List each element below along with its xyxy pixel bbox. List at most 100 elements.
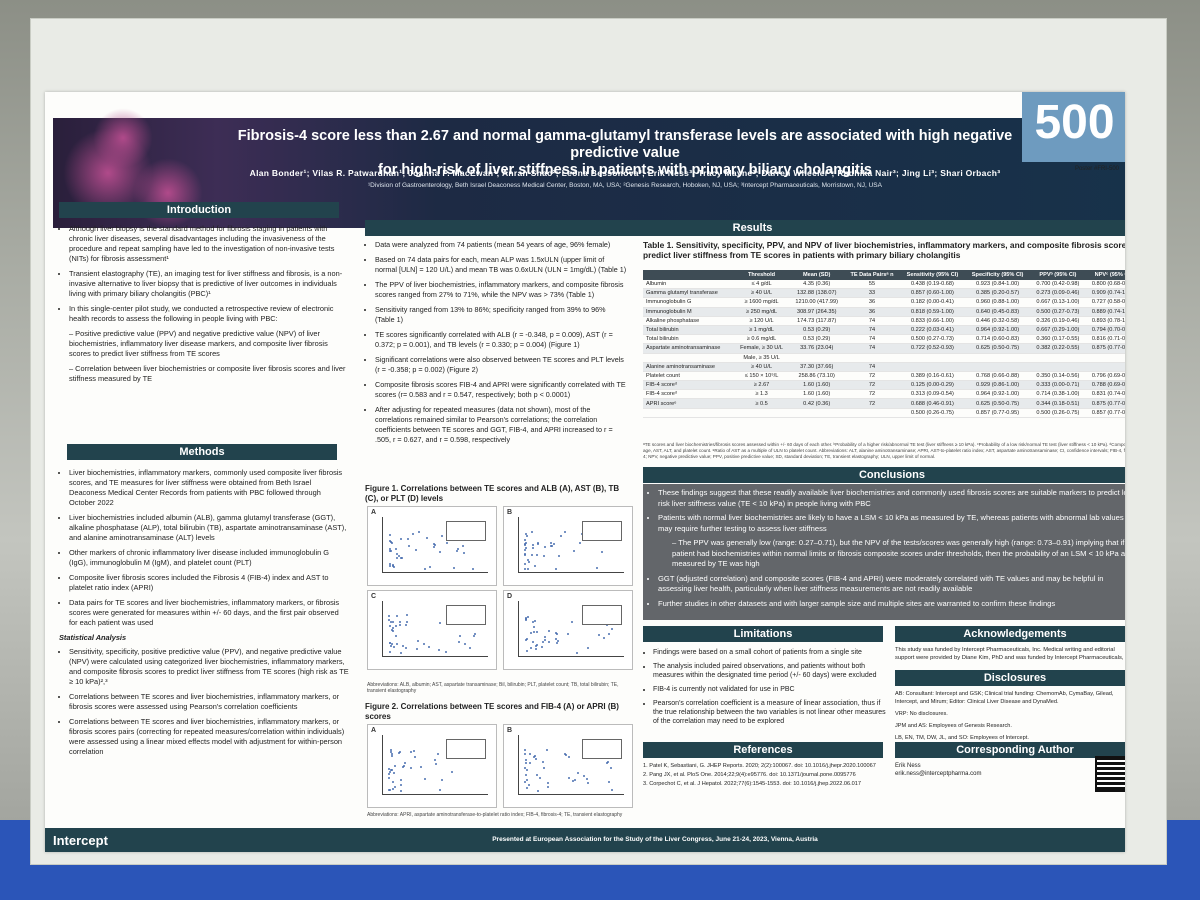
results-table: Threshold Mean (SD) TE Data Pairsᵃ n Sensit… bbox=[643, 270, 1125, 418]
scatter-point bbox=[575, 652, 578, 655]
scatter-point bbox=[524, 542, 527, 545]
table-header-cell: Specificity (95% CI) bbox=[965, 270, 1031, 280]
table-cell: 0.818 (0.59-1.00) bbox=[899, 307, 966, 317]
scatter-point bbox=[391, 642, 394, 645]
scatter-point bbox=[525, 617, 528, 620]
scatter-point bbox=[524, 780, 527, 783]
scatter-point bbox=[425, 537, 428, 540]
scatter-point bbox=[445, 650, 448, 653]
table-cell: 174.73 (117.87) bbox=[789, 316, 845, 326]
scatter-point bbox=[545, 749, 548, 752]
scatter-point bbox=[531, 546, 534, 549]
reference-item: 1. Patel K, Sebastiani, G. JHEP Reports.… bbox=[643, 763, 876, 769]
scatter-point bbox=[438, 789, 441, 792]
scatter-point bbox=[531, 530, 534, 533]
table-row: APRI scoreᵉ ≥ 0.5 0.42 (0.36) 72 0.688 (0.46… bbox=[643, 398, 1125, 409]
scatter-point bbox=[390, 549, 393, 552]
table-row: Immunoglobulin G ≥ 1600 mg/dL 1210.00 (417… bbox=[643, 297, 1125, 308]
scatter-point bbox=[423, 567, 426, 570]
scatter-point bbox=[535, 554, 538, 557]
list-item: Although liver biopsy is the standard me… bbox=[69, 224, 349, 264]
table-cell: 0.889 (0.74-1.00) bbox=[1085, 307, 1125, 317]
scatter-point bbox=[556, 641, 559, 644]
scatter-point bbox=[388, 548, 391, 551]
table-cell: ≥ 1600 mg/dL bbox=[733, 297, 790, 308]
statistical-analysis-heading: Statistical Analysis bbox=[59, 633, 127, 642]
table-row: Total bilirubin ≥ 0.6 mg/dL 0.53 (0.29) 74 0… bbox=[643, 334, 1125, 345]
table-row: Male, ≥ 35 U/L bbox=[643, 353, 1125, 363]
scatter-point bbox=[533, 619, 536, 622]
decorative-cells bbox=[93, 108, 153, 168]
scatter-point bbox=[388, 642, 391, 645]
disclosure-item: LB, EN, TM, DW, JL, and SO: Employees of… bbox=[895, 735, 1029, 741]
scatter-point bbox=[394, 634, 397, 637]
table-cell: 0.700 (0.42-0.98) bbox=[1030, 280, 1086, 290]
scatter-point bbox=[407, 537, 410, 540]
table-cell: Gamma glutamyl transferase bbox=[643, 288, 734, 299]
list-item: GGT (adjusted correlation) and composite… bbox=[658, 574, 1125, 595]
table-cell: 0.500 (0.26-0.75) bbox=[899, 408, 966, 418]
disclosures-body: AB: Consultant: Intercept and GSK; Clini… bbox=[895, 690, 1125, 742]
table-cell bbox=[899, 362, 966, 372]
scatter-point bbox=[399, 623, 402, 626]
scatter-point bbox=[473, 633, 476, 636]
figure-1-caption: Figure 1. Correlations between TE scores… bbox=[365, 484, 620, 503]
scatter-point bbox=[392, 781, 395, 784]
scatter-point bbox=[391, 754, 394, 757]
list-item: Correlations between TE scores and liver… bbox=[69, 692, 349, 712]
title-line-1: Fibrosis-4 score less than 2.67 and norm… bbox=[237, 128, 1013, 161]
table-cell: 0.857 (0.77-0.95) bbox=[965, 408, 1031, 418]
scatter-point bbox=[526, 637, 529, 640]
scatter-point bbox=[395, 614, 398, 617]
stats-box bbox=[446, 605, 486, 625]
scatter-point bbox=[392, 563, 395, 566]
list-item: The PPV of liver biochemistries, inflamm… bbox=[375, 280, 627, 300]
table-cell: 0.929 (0.86-1.00) bbox=[965, 380, 1031, 391]
table-cell bbox=[965, 362, 1031, 372]
scatter-point bbox=[536, 774, 539, 777]
scatter-point bbox=[389, 770, 392, 773]
panel-label: C bbox=[371, 593, 377, 600]
scatter-point bbox=[434, 543, 437, 546]
table-header-cell bbox=[643, 270, 734, 280]
scatter-point bbox=[586, 647, 589, 650]
table-cell: FIB-4 scoreᵈ bbox=[643, 389, 734, 400]
table-1-caption: Table 1. Sensitivity, specificity, PPV, … bbox=[643, 240, 1125, 260]
table-cell: APRI scoreᵉ bbox=[643, 398, 734, 409]
scatter-point bbox=[424, 778, 427, 780]
qr-code-icon[interactable] bbox=[1095, 756, 1125, 792]
scatter-point bbox=[394, 625, 397, 628]
scatter-point bbox=[536, 541, 539, 544]
scatter-point bbox=[390, 752, 393, 755]
list-item: Data pairs for TE scores and liver bioch… bbox=[69, 598, 349, 628]
list-item: The PPV was generally low (range: 0.27–0… bbox=[672, 538, 1125, 570]
scatter-point bbox=[605, 762, 608, 765]
scatter-point bbox=[389, 541, 392, 544]
disclosures-header: Disclosures bbox=[895, 670, 1125, 686]
table-cell: 0.385 (0.20-0.57) bbox=[965, 288, 1031, 299]
table-row: Total bilirubin ≥ 1 mg/dL 0.53 (0.29) 74 0.2… bbox=[643, 325, 1125, 336]
list-item: Composite liver fibrosis scores included… bbox=[69, 573, 349, 593]
scatter-point bbox=[392, 621, 395, 624]
table-cell: 0.964 (0.92-1.00) bbox=[965, 325, 1031, 336]
scatter-point bbox=[577, 771, 580, 774]
table-cell: 0.625 (0.50-0.75) bbox=[965, 398, 1031, 409]
limitations-header: Limitations bbox=[643, 626, 883, 642]
scatter-point bbox=[543, 636, 546, 639]
figure-2-panel-a: A bbox=[367, 724, 497, 808]
scatter-point bbox=[532, 630, 535, 633]
scatter-point bbox=[438, 649, 441, 652]
scatter-point bbox=[534, 565, 537, 568]
table-cell: 0.714 (0.38-1.00) bbox=[1030, 389, 1086, 400]
scatter-point bbox=[524, 548, 527, 551]
scatter-point bbox=[428, 565, 431, 568]
scatter-point bbox=[548, 641, 551, 644]
scatter-point bbox=[439, 551, 442, 554]
scatter-point bbox=[396, 553, 399, 556]
author-email[interactable]: erik.ness@interceptpharma.com bbox=[895, 771, 982, 777]
table-cell: ≥ 40 U/L bbox=[733, 362, 790, 372]
scatter-point bbox=[400, 778, 403, 781]
scatter-point bbox=[528, 784, 531, 787]
table-cell: 0.875 (0.77-0.98) bbox=[1085, 398, 1125, 409]
scatter-point bbox=[389, 749, 392, 752]
